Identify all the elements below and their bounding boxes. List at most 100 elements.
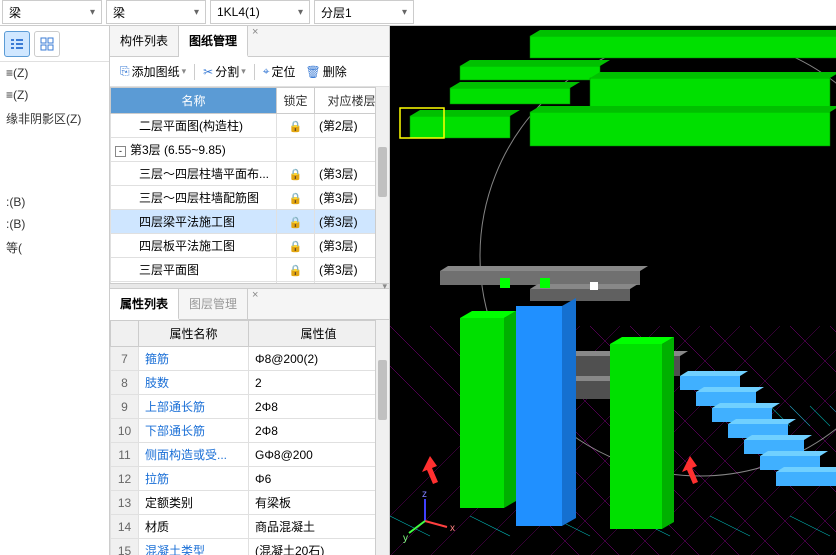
row-number: 11 bbox=[111, 443, 139, 467]
delete-label: 删除 bbox=[323, 63, 347, 80]
property-row[interactable]: 9 上部通长筋 2Φ8 bbox=[111, 395, 389, 419]
separator bbox=[194, 64, 195, 80]
left-nav-item[interactable]: 缘非阴影区(Z) bbox=[0, 106, 109, 131]
close-icon[interactable]: × bbox=[248, 26, 262, 56]
sheet-name: 二层平面图(构造柱) bbox=[139, 119, 243, 133]
close-icon[interactable]: × bbox=[248, 289, 262, 319]
left-nav-item[interactable]: ≡(Z) bbox=[0, 62, 109, 84]
prop-value[interactable]: 有梁板 bbox=[249, 491, 389, 515]
prop-value[interactable]: 2Φ8 bbox=[249, 419, 389, 443]
sheet-row[interactable]: 二层平面图(构造柱)🔒(第2层) bbox=[111, 114, 389, 138]
prop-value[interactable]: 商品混凝土 bbox=[249, 515, 389, 539]
category-dropdown-2[interactable]: 梁 ▾ bbox=[106, 0, 206, 24]
col-lock: 锁定 bbox=[277, 88, 315, 114]
sheet-row[interactable]: 三层平面图🔒(第3层) bbox=[111, 258, 389, 282]
prop-name-link[interactable]: 混凝土类型 bbox=[145, 544, 205, 555]
chevron-down-icon: ▾ bbox=[402, 7, 407, 18]
sheet-row[interactable]: -第3层 (6.55~9.85) bbox=[111, 138, 389, 162]
sheet-name: 第3层 (6.55~9.85) bbox=[130, 143, 226, 157]
add-sheet-button[interactable]: ⎘ 添加图纸 ▾ bbox=[116, 61, 190, 82]
sheet-name: 三层～四层柱墙配筋图 bbox=[139, 191, 259, 205]
sheet-tabs: 构件列表 图纸管理 × bbox=[110, 26, 389, 57]
svg-text:x: x bbox=[450, 523, 455, 534]
lock-icon[interactable]: 🔒 bbox=[281, 240, 310, 253]
layer-dropdown[interactable]: 分层1 ▾ bbox=[314, 0, 414, 24]
delete-button[interactable]: 🗑 删除 bbox=[302, 61, 351, 82]
property-row[interactable]: 15 混凝土类型 (混凝土20石) bbox=[111, 539, 389, 555]
grid-icon bbox=[40, 37, 54, 51]
prop-scrollbar[interactable] bbox=[375, 320, 389, 555]
left-toolbar bbox=[0, 26, 109, 62]
row-number: 14 bbox=[111, 515, 139, 539]
property-row[interactable]: 14材质商品混凝土 bbox=[111, 515, 389, 539]
col-prop-value: 属性值 bbox=[249, 321, 389, 347]
lock-icon[interactable]: 🔒 bbox=[281, 192, 310, 205]
lock-icon[interactable]: 🔒 bbox=[281, 168, 310, 181]
row-number: 9 bbox=[111, 395, 139, 419]
col-rownum bbox=[111, 321, 139, 347]
row-number: 12 bbox=[111, 467, 139, 491]
prop-value[interactable]: Φ6 bbox=[249, 467, 389, 491]
tab-layer-management[interactable]: 图层管理 bbox=[179, 289, 248, 319]
sheet-row[interactable]: 三层～四层柱墙平面布...🔒(第3层) bbox=[111, 162, 389, 186]
row-number: 15 bbox=[111, 539, 139, 555]
tab-property-list[interactable]: 属性列表 bbox=[110, 289, 179, 320]
sheet-row[interactable]: 四层板平法施工图🔒(第3层) bbox=[111, 234, 389, 258]
grid-view-button[interactable] bbox=[34, 31, 60, 57]
property-row[interactable]: 13定额类别有梁板 bbox=[111, 491, 389, 515]
lock-icon[interactable]: 🔒 bbox=[281, 264, 310, 277]
split-icon: ✂ bbox=[203, 65, 213, 79]
row-number: 7 bbox=[111, 347, 139, 371]
sheet-table-wrap: 名称 锁定 对应楼层 二层平面图(构造柱)🔒(第2层)-第3层 (6.55~9.… bbox=[110, 87, 389, 283]
left-nav-item[interactable]: :(B) bbox=[0, 191, 109, 213]
element-dropdown[interactable]: 1KL4(1) ▾ bbox=[210, 0, 310, 24]
tree-toggle-icon[interactable]: - bbox=[115, 146, 126, 157]
property-row[interactable]: 10下部通长筋2Φ8 bbox=[111, 419, 389, 443]
category-dropdown-1[interactable]: 梁 ▾ bbox=[2, 0, 102, 24]
middle-panel: 构件列表 图纸管理 × ⎘ 添加图纸 ▾ ✂ 分割 ▾ ⌖ 定位 🗑 bbox=[110, 26, 390, 555]
sheet-name: 四层板平法施工图 bbox=[139, 239, 235, 253]
left-nav-item[interactable]: 等( bbox=[0, 235, 109, 260]
dd3-label: 1KL4(1) bbox=[217, 5, 260, 19]
property-row[interactable]: 8 肢数 2 bbox=[111, 371, 389, 395]
left-nav-item[interactable] bbox=[0, 131, 109, 191]
tab-component-list[interactable]: 构件列表 bbox=[110, 26, 179, 56]
lock-icon[interactable]: 🔒 bbox=[281, 216, 310, 229]
row-number: 8 bbox=[111, 371, 139, 395]
left-nav-item[interactable]: ≡(Z) bbox=[0, 84, 109, 106]
prop-value[interactable]: 2 bbox=[249, 371, 389, 395]
chevron-down-icon: ▾ bbox=[90, 7, 95, 18]
sheet-scrollbar[interactable] bbox=[375, 87, 389, 283]
horizontal-splitter[interactable] bbox=[110, 283, 389, 289]
list-view-button[interactable] bbox=[4, 31, 30, 57]
prop-table-wrap: 属性名称 属性值 7箍筋Φ8@200(2)8肢数29上部通长筋2Φ810下部通长… bbox=[110, 320, 389, 555]
row-number: 13 bbox=[111, 491, 139, 515]
property-tabs: 属性列表 图层管理 × bbox=[110, 289, 389, 320]
prop-name-link[interactable]: 肢数 bbox=[145, 376, 169, 390]
split-button[interactable]: ✂ 分割 ▾ bbox=[199, 61, 250, 82]
prop-value[interactable]: GΦ8@200 bbox=[249, 443, 389, 467]
left-nav-item[interactable]: :(B) bbox=[0, 213, 109, 235]
sheet-row[interactable]: 四层梁平法施工图🔒(第3层) bbox=[111, 210, 389, 234]
dd1-label: 梁 bbox=[9, 4, 21, 21]
sheet-row[interactable]: 三层～四层柱墙配筋图🔒(第3层) bbox=[111, 186, 389, 210]
property-row[interactable]: 12 拉筋 Φ6 bbox=[111, 467, 389, 491]
3d-viewport[interactable]: xyz bbox=[390, 26, 836, 555]
prop-name-link[interactable]: 侧面构造或受... bbox=[145, 448, 227, 462]
col-name: 名称 bbox=[111, 88, 277, 114]
prop-name-link[interactable]: 下部通长筋 bbox=[145, 424, 205, 438]
locate-button[interactable]: ⌖ 定位 bbox=[259, 61, 300, 82]
property-row[interactable]: 11 侧面构造或受... GΦ8@200 bbox=[111, 443, 389, 467]
property-row[interactable]: 7 箍筋 Φ8@200(2) bbox=[111, 347, 389, 371]
prop-name-link[interactable]: 上部通长筋 bbox=[145, 400, 205, 414]
lock-icon[interactable]: 🔒 bbox=[281, 120, 310, 133]
prop-value[interactable]: 2Φ8 bbox=[249, 395, 389, 419]
chevron-down-icon: ▾ bbox=[194, 7, 199, 18]
tab-sheet-management[interactable]: 图纸管理 bbox=[179, 26, 248, 57]
prop-value[interactable]: Φ8@200(2) bbox=[249, 347, 389, 371]
prop-value[interactable]: (混凝土20石) bbox=[249, 539, 389, 555]
split-label: 分割 bbox=[215, 63, 239, 80]
prop-name-link[interactable]: 箍筋 bbox=[145, 352, 169, 366]
list-icon bbox=[10, 37, 24, 51]
prop-name-link[interactable]: 拉筋 bbox=[145, 472, 169, 486]
